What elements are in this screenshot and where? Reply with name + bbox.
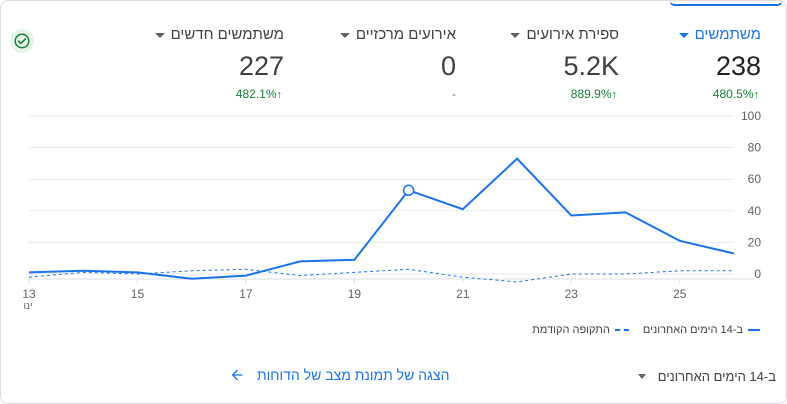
active-tab-accent [669,1,783,6]
x-tick-label: 19 [348,287,362,301]
y-tick-label: 40 [748,204,762,218]
caret-down-icon [637,374,646,379]
y-tick-label: 80 [748,141,762,155]
metric-value: 0 [440,51,456,81]
caret-down-icon [510,32,521,38]
x-tick-label: 21 [456,287,470,301]
metric-value: 238 [715,51,761,81]
caret-down-icon [154,32,165,38]
date-range-dropdown[interactable]: ב-14 הימים האחרונים [637,369,776,384]
x-tick-label: 17 [239,287,253,301]
dashed-line-swatch [614,329,629,331]
link-label: הצגה של תמונת מצב של הדוחות [257,367,450,383]
metric-label: אירועים מרכזיים [355,25,456,43]
caret-down-icon [678,32,689,38]
caret-down-icon [339,32,350,38]
y-tick-label: 100 [741,109,761,123]
metric-label: משתמשים חדשים [170,25,284,43]
metric-value: 5.2K [563,51,619,81]
x-tick-label: 13 [22,287,36,301]
legend-item-current: ב-14 הימים האחרונים [643,324,760,336]
solid-line-swatch [748,329,760,331]
metric-change: ↑889.9% [570,87,618,101]
legend-label: התקופה הקודמת [532,324,610,336]
metric-value: 227 [238,51,284,81]
metric-label: ספירת אירועים [526,25,619,43]
metric-new-users[interactable]: משתמשים חדשים 227 ↑482.1% [144,21,284,101]
users-line-chart[interactable]: 0 20 40 60 80 100 13 15 17 19 21 23 25 ינו [1,101,787,319]
x-tick-label: 25 [673,287,687,301]
arrow-up-icon: ↑ [753,89,760,101]
hover-point-marker[interactable] [402,184,415,197]
legend-label: ב-14 הימים האחרונים [642,324,743,336]
view-reports-snapshot-link[interactable]: הצגה של תמונת מצב של הדוחות [229,367,449,383]
arrow-left-icon [231,369,243,381]
x-tick-label: 15 [131,287,145,301]
metric-event-count[interactable]: ספירת אירועים 5.2K ↑889.9% [479,21,619,101]
legend-item-previous: התקופה הקודמת [532,324,629,336]
metric-change: ↑482.1% [235,87,283,101]
y-tick-label: 20 [748,235,762,249]
series-previous-line [28,268,734,283]
chart-legend: ב-14 הימים האחרונים התקופה הקודמת [532,324,760,336]
check-circle-icon[interactable] [10,29,34,53]
metric-change: ↑480.5% [712,87,760,101]
metric-change: - [452,87,456,101]
y-tick-label: 60 [748,172,762,186]
x-month-label: ינו [23,301,32,312]
series-current-line [28,157,735,280]
date-range-label: ב-14 הימים האחרונים [657,369,776,384]
arrow-up-icon: ↑ [611,89,618,101]
arrow-up-icon: ↑ [276,89,283,101]
metric-users[interactable]: משתמשים 238 ↑480.5% [621,21,761,101]
metric-label: משתמשים [694,25,761,43]
metric-key-events[interactable]: אירועים מרכזיים 0 - [316,21,456,101]
y-tick-label: 0 [754,267,761,281]
x-tick-label: 23 [565,287,579,301]
